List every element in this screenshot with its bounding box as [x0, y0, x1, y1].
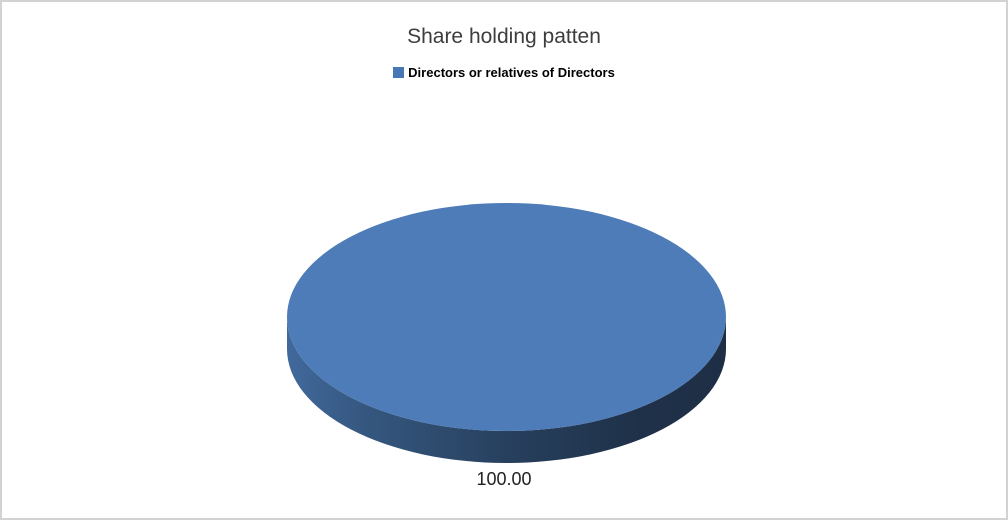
- legend-marker-icon: [393, 67, 405, 78]
- data-label: 100.00: [476, 469, 532, 489]
- legend-marker-swatch: [393, 67, 405, 78]
- pie-slice-side[interactable]: [287, 317, 726, 463]
- legend[interactable]: Directors or relatives of Directors: [2, 65, 1006, 80]
- pie-slice-top[interactable]: [287, 203, 726, 431]
- chart-title: Share holding patten: [407, 25, 601, 48]
- legend-entry-label: Directors or relatives of Directors: [408, 65, 615, 80]
